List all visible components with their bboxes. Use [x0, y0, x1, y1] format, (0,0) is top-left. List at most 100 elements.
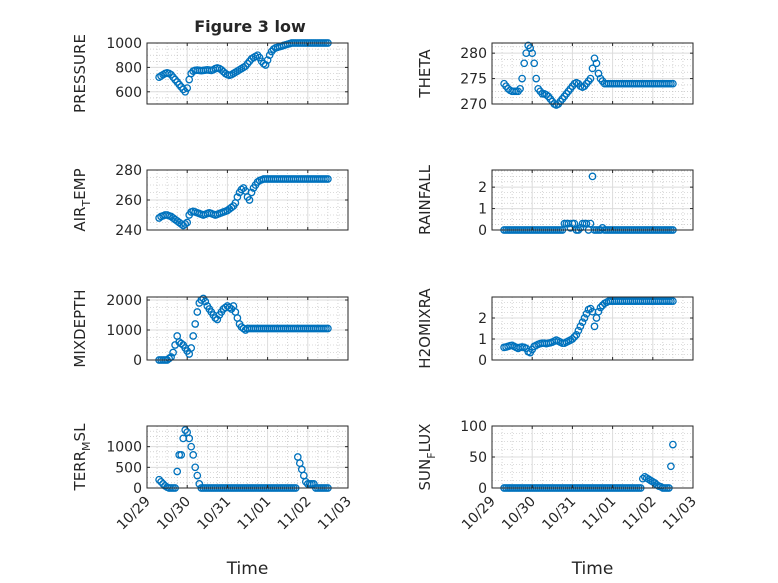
data-point — [165, 354, 173, 363]
data-point — [155, 475, 163, 484]
data-point — [181, 426, 190, 434]
y-axis-label: THETA — [416, 49, 434, 99]
axes-box — [491, 296, 694, 361]
subplot-1: 600 800 1000 PRESSURE — [71, 34, 349, 113]
data-point — [542, 90, 551, 99]
data-point — [187, 442, 196, 451]
y-tick-label: 1 — [478, 202, 487, 218]
y-tick-label: 800 — [115, 60, 142, 76]
data-point — [265, 51, 274, 60]
axes-box — [146, 42, 349, 105]
x-tick-label: 10/31 — [194, 494, 234, 534]
data-point — [516, 84, 524, 93]
data-point — [574, 326, 583, 335]
y-tick-label: 2000 — [106, 293, 142, 309]
x-axis-label: Time — [571, 559, 614, 579]
data-point — [225, 303, 234, 312]
x-axis-label: Time — [226, 559, 269, 579]
data-point — [324, 175, 332, 183]
data-point — [201, 297, 210, 306]
y-tick-label: 0 — [133, 481, 142, 497]
y-axis-label: PRESSURE — [71, 34, 89, 113]
data-point — [247, 188, 256, 197]
x-tick-label: 11/01 — [235, 494, 275, 534]
data-point — [193, 308, 202, 316]
axes-box — [146, 425, 349, 489]
x-tick-label: 11/03 — [315, 494, 355, 534]
data-point — [590, 322, 599, 331]
y-tick-label: 270 — [460, 97, 487, 113]
data-point — [245, 196, 254, 204]
data-point — [530, 59, 539, 68]
data-point — [596, 303, 605, 312]
data-point — [233, 193, 242, 201]
data-point — [570, 333, 579, 341]
data-point — [177, 339, 186, 348]
y-tick-label: 260 — [115, 193, 142, 209]
y-tick-label: 1000 — [106, 323, 142, 339]
y-axis-label: SUNFLUX — [416, 424, 438, 491]
data-point — [324, 324, 332, 333]
data-point — [576, 322, 585, 331]
subplot-5: 0 1000 2000 MIXDEPTH — [71, 289, 349, 369]
y-tick-label: 50 — [469, 450, 487, 466]
axes-box — [491, 42, 694, 105]
data-point — [157, 477, 165, 486]
data-point — [572, 330, 581, 339]
subplot-4: 0 1 2 RAINFALL — [416, 164, 694, 239]
y-tick-label: 2 — [478, 180, 487, 196]
data-point — [588, 172, 597, 181]
data-point — [173, 467, 182, 476]
subplot-3: 240 260 280 AIRTEMP — [71, 163, 349, 239]
data-point — [309, 480, 318, 488]
data-point — [669, 440, 677, 449]
data-point — [177, 451, 186, 459]
data-point — [669, 297, 677, 306]
y-tick-label: 600 — [115, 85, 142, 101]
y-tick-label: 1000 — [106, 36, 142, 52]
x-tick-label: 11/03 — [660, 494, 700, 534]
y-tick-label: 100 — [460, 419, 487, 435]
data-point — [193, 471, 202, 480]
y-tick-label: 0 — [133, 353, 142, 369]
data-point — [590, 54, 599, 63]
y-tick-label: 0 — [478, 223, 487, 239]
data-point — [576, 224, 585, 232]
data-point — [578, 318, 587, 327]
x-tick-label: 10/29 — [114, 494, 154, 534]
x-tick-label: 10/31 — [539, 494, 579, 534]
x-tick-label: 11/01 — [580, 494, 620, 534]
data-point — [191, 320, 200, 328]
data-point — [227, 203, 236, 212]
data-point — [155, 214, 163, 222]
y-tick-label: 1 — [478, 332, 487, 348]
data-point — [189, 332, 198, 340]
data-point — [183, 218, 192, 227]
data-point — [594, 307, 603, 316]
subplot-7: 10/29 10/30 10/31 11/01 11/02 11/03 0 500 1000 TE… — [71, 423, 355, 579]
data-point — [195, 480, 204, 488]
subplot-6: 0 1 2 H2OMIXRA — [416, 288, 694, 369]
data-point — [669, 79, 677, 88]
y-tick-label: 275 — [460, 72, 487, 88]
x-tick-label: 10/30 — [154, 494, 194, 534]
data-point — [187, 344, 196, 352]
data-point — [588, 64, 597, 73]
axes-box — [146, 296, 349, 361]
data-point — [185, 434, 194, 443]
data-point — [592, 59, 601, 68]
subplot-2: 270 275 280 THETA — [416, 41, 694, 113]
data-point — [181, 87, 190, 96]
axes-box — [491, 169, 694, 231]
data-point — [183, 84, 192, 92]
y-tick-label: 2 — [478, 311, 487, 327]
y-axis-label: H2OMIXRA — [416, 288, 434, 369]
data-point — [191, 463, 200, 472]
data-point — [528, 49, 537, 58]
data-point — [263, 56, 272, 64]
y-tick-label: 1000 — [106, 440, 142, 456]
data-point — [213, 315, 222, 324]
y-tick-label: 0 — [478, 481, 487, 497]
data-point — [667, 462, 675, 471]
y-axis-label: TERRMSL — [71, 423, 93, 492]
